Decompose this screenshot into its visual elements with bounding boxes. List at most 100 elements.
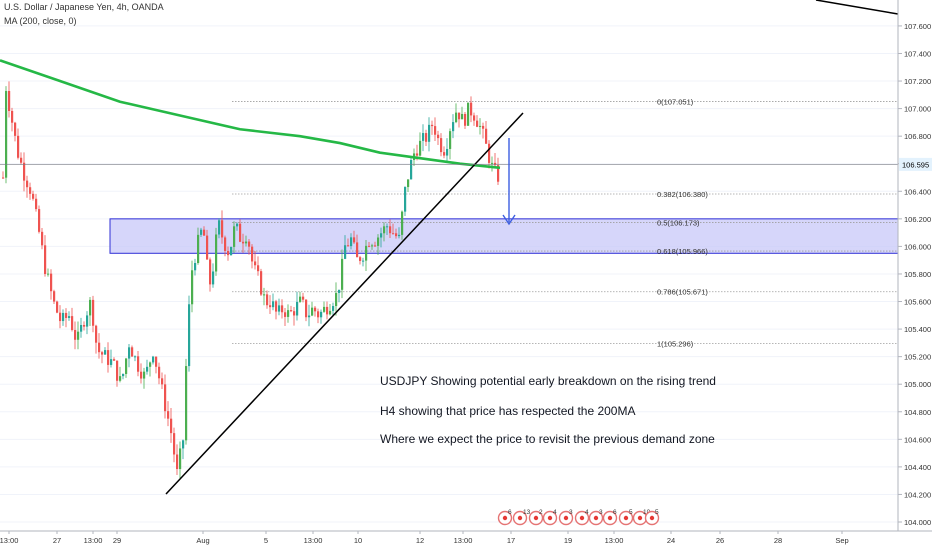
candle-body [302, 296, 305, 300]
candle-body [44, 245, 47, 275]
candle-body [200, 229, 203, 235]
candle-body [17, 135, 20, 158]
candle-body [53, 291, 56, 302]
grid [0, 25, 898, 523]
candle-body [161, 378, 164, 385]
price-tick-label: 105.200 [904, 353, 931, 362]
time-tick-label: 29 [113, 536, 121, 545]
current-price-label: 106.595 [902, 160, 929, 169]
candle-body [104, 350, 107, 355]
time-tick-label: 10 [354, 536, 362, 545]
fib-retracement[interactable]: 0(107.051) 0.382(106.380) 0.5(106.173) 0.61… [232, 98, 898, 349]
candle-body [143, 371, 146, 379]
candle-body [122, 373, 125, 377]
event-badge-dot [607, 515, 613, 521]
candle-body [194, 262, 197, 271]
event-badge[interactable]: 3 [588, 509, 604, 526]
candle-body [299, 296, 302, 302]
event-badge[interactable]: 6 [497, 509, 513, 526]
candle-body [110, 359, 113, 365]
time-axis[interactable]: 13:00 27 13:00 29 Aug 5 13:00 10 12 13:00 17 19 13:0… [0, 530, 932, 545]
candle-body [50, 273, 53, 292]
candle-body [332, 306, 335, 311]
trendlines[interactable] [0, 0, 899, 495]
candle-body [8, 91, 11, 111]
candle-body [242, 241, 245, 244]
candle-body [440, 138, 443, 153]
candle-body [305, 299, 308, 318]
candle-body [404, 187, 407, 212]
price-tick-label: 106.000 [904, 242, 931, 251]
event-badge[interactable]: 4 [542, 509, 558, 526]
event-badge[interactable]: 3 [558, 509, 574, 526]
rising-trendline[interactable] [165, 112, 524, 495]
price-axis[interactable]: 104.000 104.200 104.400 104.600 104.800 105.0… [897, 0, 932, 531]
event-badge-dot [637, 515, 643, 521]
candle-body [239, 223, 242, 242]
candle-body [485, 128, 488, 144]
candle-body [482, 125, 485, 129]
event-badges[interactable]: 6 13 2 4 3 4 3 6 5 10 5 [497, 509, 660, 526]
candle-body [290, 310, 293, 312]
candle-body [62, 312, 65, 322]
candle-body [95, 325, 98, 343]
fib-level-label: 1(105.296) [657, 339, 694, 348]
candle-body [275, 301, 278, 312]
candle-body [86, 315, 89, 327]
candle-body [356, 242, 359, 258]
candle-body [98, 342, 101, 353]
event-badge[interactable]: 13 [512, 509, 531, 526]
candle-body [380, 233, 383, 238]
candle-body [125, 358, 128, 374]
event-badge[interactable]: 5 [618, 509, 634, 526]
candle-body [311, 307, 314, 316]
candle-body [431, 124, 434, 127]
candle-body [230, 246, 233, 256]
event-badge[interactable]: 5 [644, 509, 660, 526]
candle-body [281, 305, 284, 313]
candle-body [89, 299, 92, 316]
symbol-title: U.S. Dollar / Japanese Yen, 4h, OANDA [4, 2, 164, 12]
candle-body [269, 305, 272, 308]
price-tick-label: 104.400 [904, 463, 931, 472]
candle-body [446, 148, 449, 156]
event-badge[interactable]: 4 [574, 509, 590, 526]
candle-body [167, 411, 170, 419]
candle-body [128, 347, 131, 359]
price-tick-label: 104.000 [904, 518, 931, 527]
candle-body [158, 366, 161, 379]
demand-zone[interactable] [109, 218, 899, 254]
candle-body [20, 157, 23, 163]
candle-body [437, 134, 440, 139]
candle-body [140, 371, 143, 379]
price-tick-label: 105.800 [904, 270, 931, 279]
candle-body [461, 113, 464, 120]
candle-body [254, 261, 257, 266]
candle-body [401, 211, 404, 235]
price-tick-label: 104.200 [904, 490, 931, 499]
event-badge-count: 3 [599, 509, 603, 516]
candle-body [29, 187, 32, 194]
candle-body [464, 113, 467, 126]
candle-body [392, 233, 395, 235]
candle-body [251, 246, 254, 262]
demand-zone-rect[interactable] [109, 218, 899, 254]
candle-body [479, 125, 482, 127]
time-tick-label: 13:00 [304, 536, 323, 545]
top-trendline[interactable] [815, 0, 899, 15]
event-badge[interactable]: 6 [602, 509, 618, 526]
candle-body [131, 347, 134, 357]
fib-level-label: 0.5(106.173) [657, 219, 700, 228]
candle-body [101, 352, 104, 355]
event-badge-count: 10 [643, 509, 651, 516]
price-tick-label: 104.600 [904, 435, 931, 444]
event-badge-count: 3 [569, 509, 573, 516]
candle-body [209, 259, 212, 285]
event-badge[interactable]: 2 [528, 509, 544, 526]
candle-body [170, 418, 173, 434]
candle-body [407, 179, 410, 188]
time-tick-label: 26 [716, 536, 724, 545]
candle-body [65, 312, 68, 318]
